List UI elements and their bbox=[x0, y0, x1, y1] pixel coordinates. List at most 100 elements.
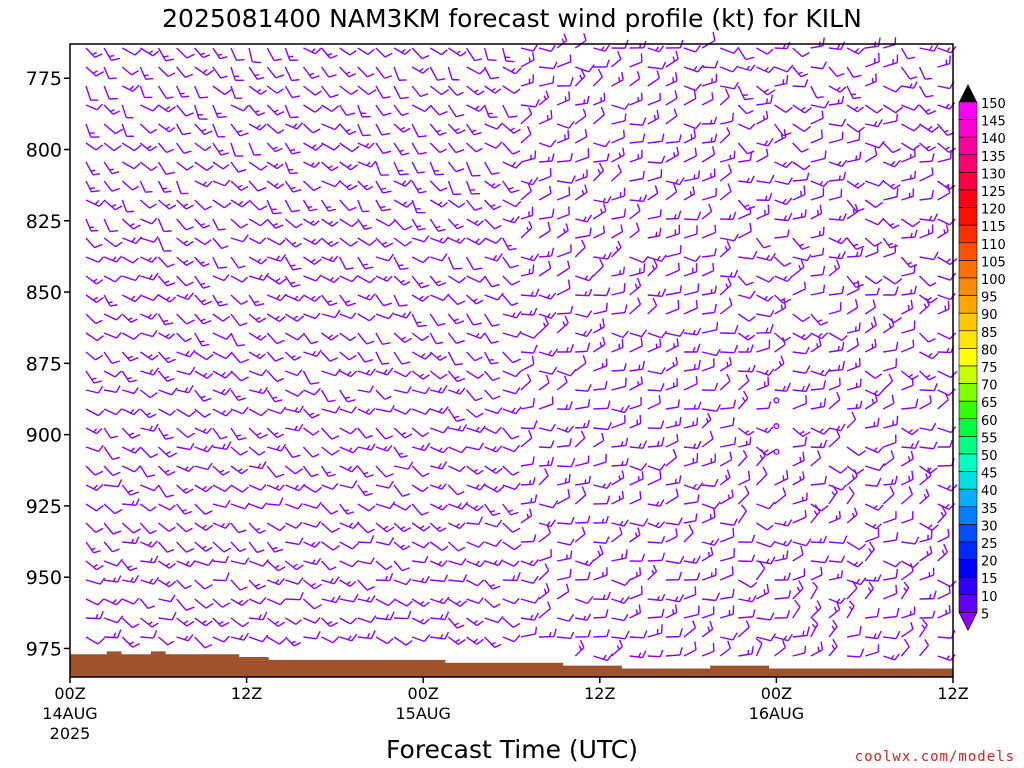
wind-barb bbox=[647, 420, 665, 430]
wind-barb bbox=[194, 522, 213, 532]
wind-barb bbox=[556, 568, 572, 581]
wind-barb bbox=[864, 644, 880, 657]
colorbar-label: 30 bbox=[981, 519, 998, 534]
wind-barb bbox=[828, 188, 843, 201]
wind-barb bbox=[828, 159, 848, 168]
wind-barb bbox=[339, 256, 354, 270]
wind-barb bbox=[412, 555, 429, 564]
wind-barb bbox=[810, 450, 822, 467]
wind-barb bbox=[792, 580, 804, 600]
wind-barb bbox=[611, 415, 626, 429]
wind-barb bbox=[430, 461, 448, 470]
wind-barb bbox=[339, 180, 358, 191]
wind-barb bbox=[575, 399, 591, 410]
wind-barb bbox=[393, 123, 411, 133]
wind-barb bbox=[411, 503, 429, 516]
wind-barb bbox=[212, 541, 232, 553]
wind-barb bbox=[774, 572, 791, 581]
wind-barb bbox=[121, 236, 143, 245]
wind-barb bbox=[611, 519, 629, 527]
wind-barb bbox=[937, 224, 949, 239]
wind-barb bbox=[865, 37, 881, 49]
wind-barb bbox=[103, 351, 121, 364]
wind-barb bbox=[484, 122, 504, 130]
wind-barb bbox=[611, 362, 627, 372]
wind-barb bbox=[430, 574, 449, 583]
wind-barb bbox=[176, 142, 192, 154]
wind-barb bbox=[465, 180, 481, 195]
wind-barb bbox=[411, 617, 430, 625]
wind-barb bbox=[375, 427, 394, 440]
wind-barb bbox=[593, 225, 606, 239]
wind-barb bbox=[411, 332, 430, 342]
wind-barb bbox=[919, 567, 935, 581]
wind-barb bbox=[212, 408, 233, 417]
wind-barb bbox=[139, 617, 159, 628]
wind-barb bbox=[393, 47, 412, 56]
wind-barb bbox=[883, 37, 897, 49]
wind-barb bbox=[574, 596, 594, 605]
wind-barb bbox=[266, 427, 285, 439]
wind-barb bbox=[103, 385, 121, 393]
wind-barb bbox=[756, 426, 774, 434]
wind-barb bbox=[122, 386, 139, 395]
wind-barb bbox=[683, 225, 698, 239]
wind-barb bbox=[248, 559, 269, 567]
wind-barb bbox=[212, 313, 231, 322]
wind-barb bbox=[901, 229, 918, 239]
wind-barb bbox=[429, 351, 447, 361]
wind-barb bbox=[85, 123, 100, 138]
wind-barb bbox=[393, 294, 408, 307]
wind-barb bbox=[393, 332, 413, 344]
wind-barb bbox=[574, 68, 586, 87]
wind-barb bbox=[719, 356, 732, 372]
wind-barb bbox=[883, 113, 899, 125]
wind-barb bbox=[448, 446, 468, 454]
wind-barb bbox=[737, 332, 756, 341]
wind-barb bbox=[266, 85, 284, 94]
wind-barb bbox=[919, 224, 934, 239]
wind-barb bbox=[447, 256, 463, 270]
wind-barb bbox=[157, 370, 175, 382]
wind-barb bbox=[702, 60, 719, 69]
wind-barb bbox=[756, 110, 769, 125]
wind-barb bbox=[792, 346, 810, 355]
wind-barb bbox=[321, 123, 341, 131]
wind-barb bbox=[810, 129, 823, 144]
wind-barb bbox=[810, 313, 829, 326]
wind-barb bbox=[774, 177, 793, 185]
wind-barb bbox=[575, 288, 593, 297]
wind-barb bbox=[683, 620, 697, 638]
wind-barb bbox=[393, 598, 413, 607]
wind-barb bbox=[738, 609, 756, 619]
wind-barb bbox=[248, 408, 268, 417]
wind-barb bbox=[411, 104, 431, 113]
wind-barb bbox=[121, 47, 142, 56]
wind-barb bbox=[339, 579, 357, 587]
wind-barb bbox=[194, 199, 212, 211]
wind-barb bbox=[465, 256, 483, 271]
wind-barb bbox=[792, 383, 811, 393]
wind-barb bbox=[429, 199, 448, 208]
wind-barb bbox=[248, 199, 268, 211]
wind-barb bbox=[755, 466, 768, 486]
wind-barb bbox=[828, 570, 843, 581]
wind-barb bbox=[121, 522, 141, 534]
wind-barb bbox=[212, 123, 226, 138]
wind-barb bbox=[683, 170, 701, 182]
wind-barb bbox=[158, 104, 176, 113]
wind-barb bbox=[792, 427, 811, 438]
wind-barb bbox=[864, 244, 879, 258]
wind-barb bbox=[357, 443, 376, 451]
wind-barb bbox=[737, 222, 752, 239]
wind-barb bbox=[248, 294, 265, 307]
wind-barb bbox=[846, 400, 863, 410]
wind-barb bbox=[846, 469, 858, 486]
wind-barb bbox=[810, 641, 824, 657]
wind-barb bbox=[248, 66, 265, 80]
wind-barb bbox=[411, 66, 430, 74]
colorbar-swatch bbox=[958, 559, 978, 578]
wind-barb bbox=[375, 237, 394, 248]
wind-barb bbox=[864, 199, 884, 209]
wind-barb bbox=[320, 199, 336, 212]
